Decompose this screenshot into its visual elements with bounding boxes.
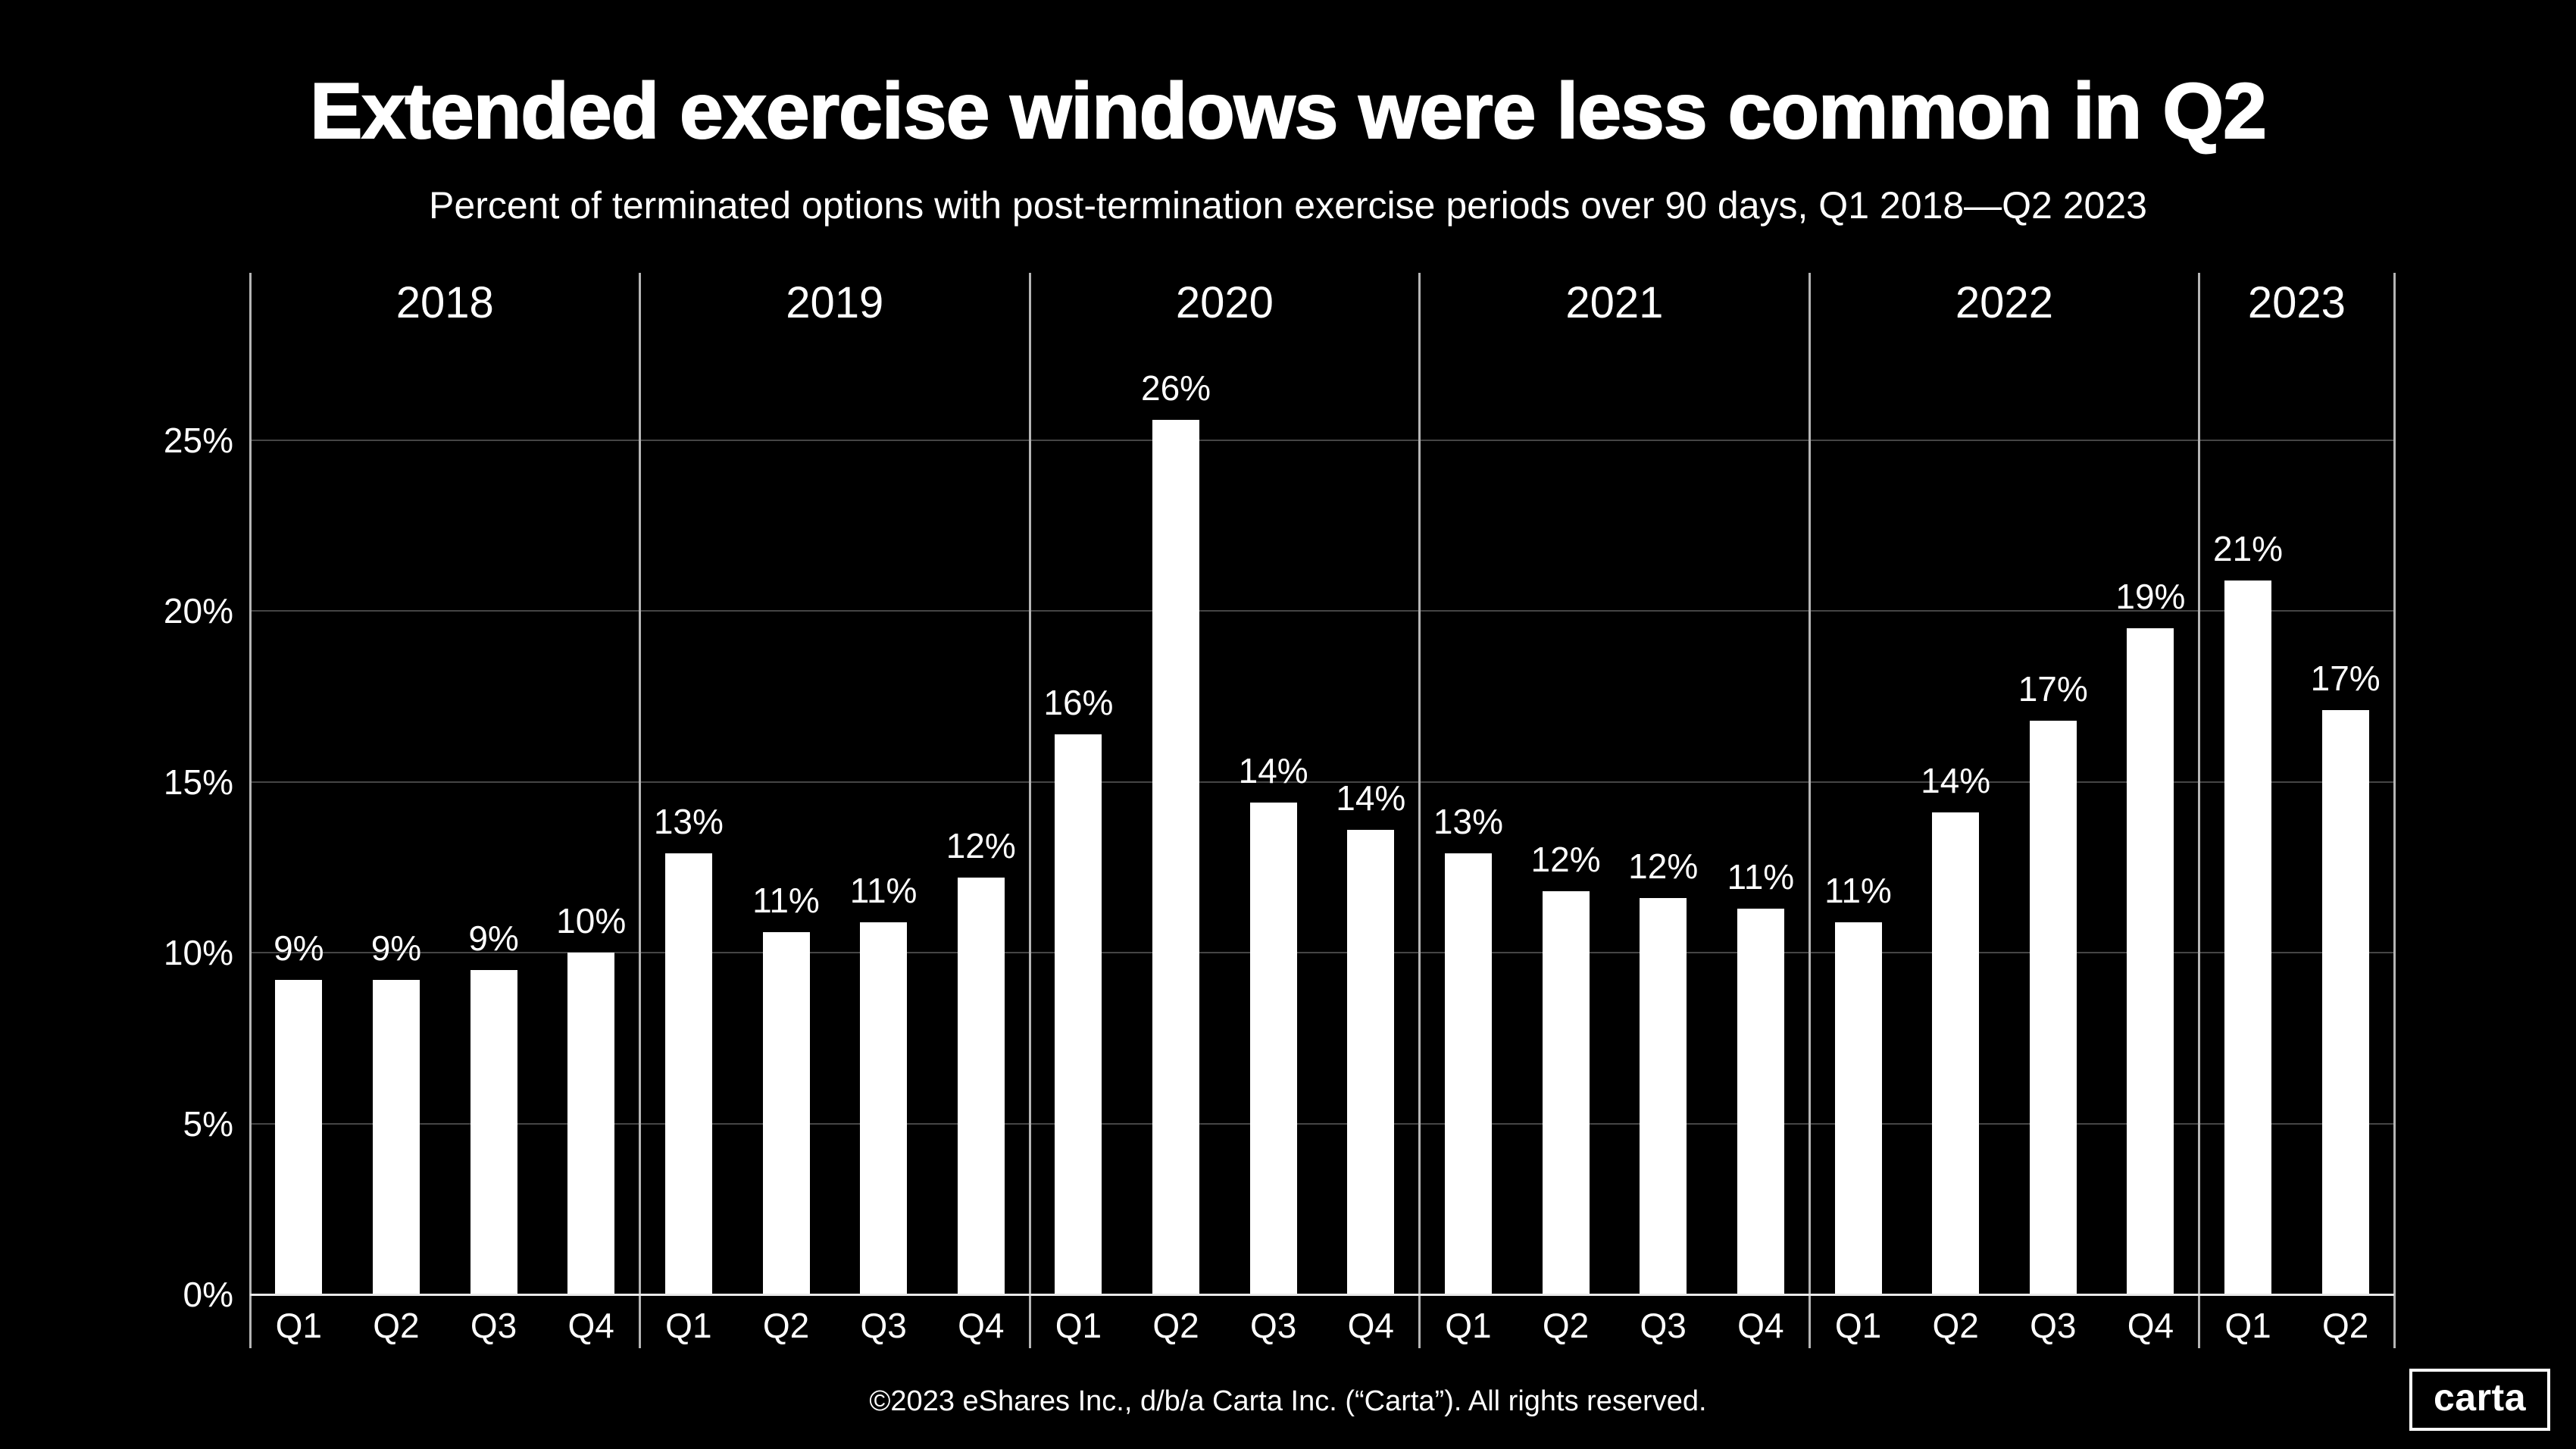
bar-2018-Q1 [275, 980, 323, 1294]
bar-2022-Q3 [2029, 720, 2077, 1294]
quarter-label-2021-Q3: Q3 [1640, 1306, 1687, 1345]
bar-value-label-2023-Q1: 21% [2212, 528, 2284, 568]
bar-2019-Q4 [957, 878, 1005, 1294]
year-separator [2198, 273, 2201, 1348]
quarter-label-2023-Q2: Q2 [2321, 1306, 2369, 1345]
bar-value-label-2022-Q4: 19% [2115, 576, 2186, 616]
y-tick-label-10pct: 10% [163, 933, 233, 973]
bar-2019-Q3 [860, 922, 908, 1294]
bar-value-label-2023-Q2: 17% [2310, 659, 2381, 699]
gridline-5pct [250, 1122, 2394, 1125]
quarter-label-2018-Q2: Q2 [373, 1306, 420, 1345]
bar-value-label-2019-Q4: 12% [946, 826, 1016, 866]
quarter-label-2020-Q3: Q3 [1249, 1306, 1297, 1345]
bar-2018-Q4 [567, 953, 615, 1294]
year-label-2022: 2022 [1955, 278, 2053, 327]
bar-2020-Q3 [1249, 802, 1297, 1294]
year-label-2023: 2023 [2247, 278, 2346, 327]
bar-2020-Q1 [1055, 734, 1102, 1294]
bar-2018-Q3 [470, 969, 517, 1294]
bar-value-label-2020-Q2: 26% [1140, 368, 1211, 408]
bar-value-label-2022-Q1: 11% [1824, 870, 1892, 910]
quarter-label-2022-Q2: Q2 [1932, 1306, 1979, 1345]
quarter-label-2018-Q1: Q1 [275, 1306, 322, 1345]
gridline-20pct [250, 610, 2394, 612]
y-tick-label-15pct: 15% [163, 762, 233, 802]
x-axis-baseline [250, 1293, 2394, 1296]
y-tick-label-0pct: 0% [183, 1275, 233, 1314]
year-label-2018: 2018 [395, 278, 494, 327]
bar-2019-Q1 [664, 853, 712, 1294]
quarter-label-2019-Q2: Q2 [762, 1306, 810, 1345]
quarter-label-2022-Q4: Q4 [2127, 1306, 2174, 1345]
bar-2020-Q2 [1152, 419, 1200, 1294]
year-separator [1418, 273, 1421, 1348]
bar-value-label-2021-Q4: 11% [1727, 856, 1795, 897]
bar-2022-Q2 [1932, 812, 1980, 1294]
quarter-label-2020-Q2: Q2 [1152, 1306, 1199, 1345]
chart-title: Extended exercise windows were less comm… [309, 67, 2268, 156]
bar-value-label-2018-Q4: 10% [556, 901, 627, 941]
bar-2021-Q3 [1640, 898, 1687, 1294]
bar-value-label-2022-Q3: 17% [2018, 668, 2088, 709]
bar-value-label-2022-Q2: 14% [1921, 761, 1991, 801]
quarter-label-2018-Q4: Q4 [567, 1306, 614, 1345]
bar-2018-Q2 [372, 980, 420, 1294]
quarter-label-2019-Q4: Q4 [958, 1306, 1005, 1345]
bar-2020-Q4 [1347, 829, 1395, 1294]
year-label-2021: 2021 [1565, 278, 1664, 327]
bar-2021-Q2 [1542, 891, 1590, 1294]
quarter-label-2021-Q4: Q4 [1737, 1306, 1784, 1345]
y-tick-label-5pct: 5% [183, 1103, 233, 1144]
quarter-label-2023-Q1: Q1 [2224, 1306, 2271, 1345]
year-separator [1028, 273, 1031, 1348]
bar-2021-Q4 [1737, 908, 1784, 1294]
quarter-label-2019-Q1: Q1 [665, 1306, 712, 1345]
bar-value-label-2020-Q1: 16% [1043, 682, 1114, 722]
quarter-label-2020-Q1: Q1 [1055, 1306, 1102, 1345]
year-separator [639, 273, 642, 1348]
plot-right-edge [2393, 273, 2396, 1348]
bar-value-label-2020-Q3: 14% [1238, 750, 1308, 790]
year-separator [1808, 273, 1811, 1348]
quarter-label-2021-Q1: Q1 [1445, 1306, 1492, 1345]
quarter-label-2018-Q3: Q3 [470, 1306, 517, 1345]
y-tick-label-20pct: 20% [163, 591, 233, 631]
footer-text: ©2023 eShares Inc., d/b/a Carta Inc. (“C… [869, 1385, 1707, 1417]
gridline-25pct [250, 440, 2394, 441]
quarter-label-2021-Q2: Q2 [1542, 1306, 1590, 1345]
year-label-2020: 2020 [1175, 278, 1274, 327]
bar-value-label-2019-Q1: 13% [653, 802, 724, 842]
year-label-2019: 2019 [786, 278, 884, 327]
plot-left-edge [249, 273, 252, 1348]
bar-2021-Q1 [1444, 853, 1492, 1294]
bar-value-label-2021-Q2: 12% [1530, 840, 1601, 880]
quarter-label-2020-Q4: Q4 [1347, 1306, 1394, 1345]
bar-value-label-2018-Q1: 9% [274, 928, 324, 969]
gridline-15pct [250, 781, 2394, 783]
bar-2022-Q1 [1834, 922, 1882, 1294]
chart-subtitle: Percent of terminated options with post-… [429, 184, 2147, 227]
bar-value-label-2018-Q3: 9% [468, 918, 519, 958]
quarter-label-2022-Q1: Q1 [1834, 1306, 1882, 1345]
bar-value-label-2021-Q3: 12% [1628, 847, 1699, 887]
bar-2022-Q4 [2127, 627, 2174, 1294]
gridline-10pct [250, 952, 2394, 954]
bar-value-label-2018-Q2: 9% [370, 928, 422, 969]
carta-logo: carta [2409, 1369, 2550, 1431]
quarter-label-2019-Q3: Q3 [860, 1306, 907, 1345]
carta-logo-text: carta [2433, 1376, 2527, 1419]
bar-value-label-2019-Q3: 11% [849, 870, 918, 910]
bar-2019-Q2 [762, 932, 810, 1294]
bar-2023-Q1 [2224, 580, 2272, 1294]
y-tick-label-25pct: 25% [163, 421, 233, 460]
bar-value-label-2020-Q4: 14% [1336, 778, 1406, 818]
bar-value-label-2021-Q1: 13% [1433, 802, 1503, 842]
bar-2023-Q2 [2321, 710, 2369, 1294]
quarter-label-2022-Q3: Q3 [2030, 1306, 2077, 1345]
bar-value-label-2019-Q2: 11% [752, 881, 820, 921]
